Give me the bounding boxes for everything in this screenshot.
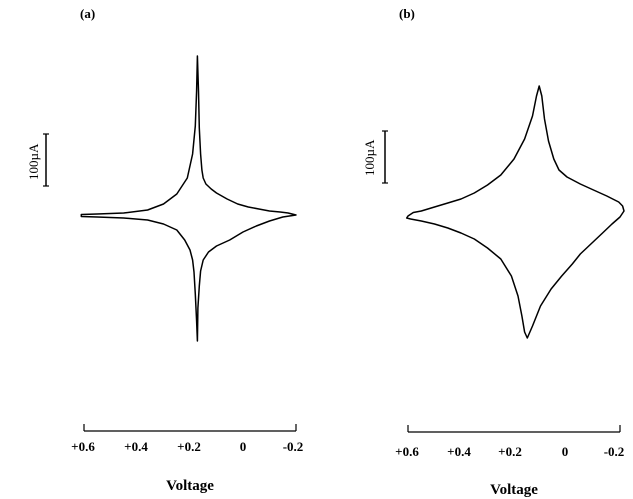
- x-axis-label: Voltage: [490, 482, 538, 498]
- panel-a: (a) 100µA +0.6 +0.4 +0.2 0 -0.2 Voltage: [26, 6, 303, 494]
- voltammogram-curve-b: [405, 85, 625, 339]
- x-tick-label: +0.4: [124, 439, 148, 454]
- x-tick-label: 0: [562, 444, 569, 459]
- panel-b-scale-bar: 100µA: [362, 130, 388, 184]
- x-axis-label: Voltage: [166, 478, 214, 494]
- panel-b-label: (b): [399, 6, 415, 21]
- scale-bar-label: 100µA: [26, 143, 41, 180]
- x-tick-label: +0.6: [395, 444, 419, 459]
- panel-a-x-axis: +0.6 +0.4 +0.2 0 -0.2 Voltage: [71, 424, 303, 494]
- scale-bar-label: 100µA: [362, 139, 377, 176]
- x-tick-label: 0: [240, 439, 247, 454]
- panel-b-x-axis: +0.6 +0.4 +0.2 0 -0.2 Voltage: [395, 425, 624, 498]
- voltammogram-curve-a: [80, 55, 297, 342]
- x-tick-label: -0.2: [283, 439, 304, 454]
- panel-a-label: (a): [80, 6, 95, 21]
- x-tick-label: +0.4: [447, 444, 471, 459]
- panel-a-scale-bar: 100µA: [26, 133, 49, 187]
- x-tick-label: +0.2: [177, 439, 201, 454]
- x-tick-label: +0.6: [71, 439, 95, 454]
- x-tick-label: -0.2: [604, 444, 625, 459]
- panel-b: (b) 100µA +0.6 +0.4 +0.2 0 -0.2 Voltage: [362, 6, 625, 498]
- x-tick-label: +0.2: [498, 444, 522, 459]
